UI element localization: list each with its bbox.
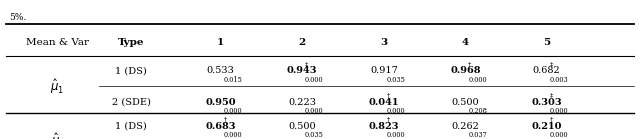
Text: 0.000: 0.000 [224,107,243,115]
Text: 0.037: 0.037 [468,131,487,139]
Text: 0.683: 0.683 [205,122,236,131]
Text: 1 (DS): 1 (DS) [115,122,147,131]
Text: 1 (DS): 1 (DS) [115,66,147,75]
Text: 0.003: 0.003 [550,76,568,84]
Text: 5: 5 [543,38,550,47]
Text: $\hat{\mu}_1$: $\hat{\mu}_1$ [51,77,65,96]
Text: 2 (SDE): 2 (SDE) [112,98,150,107]
Text: 0.533: 0.533 [207,66,235,75]
Text: 0.015: 0.015 [224,76,243,84]
Text: 0.500: 0.500 [451,98,479,107]
Text: ‡: ‡ [550,60,553,68]
Text: 0.000: 0.000 [550,131,568,139]
Text: ‡: ‡ [305,60,308,68]
Text: 0.262: 0.262 [451,122,479,131]
Text: Mean & Var: Mean & Var [26,38,89,47]
Text: 0.000: 0.000 [468,76,487,84]
Text: 0.500: 0.500 [288,122,316,131]
Text: 1: 1 [217,38,225,47]
Text: 5%.: 5%. [10,13,27,22]
Text: †: † [468,60,472,68]
Text: 0.035: 0.035 [305,131,324,139]
Text: 0.208: 0.208 [468,107,487,115]
Text: ‡: ‡ [550,91,553,99]
Text: †: † [224,116,227,124]
Text: 0.000: 0.000 [305,76,324,84]
Text: †: † [387,91,390,99]
Text: $\hat{\mu}_2$: $\hat{\mu}_2$ [51,131,65,139]
Text: †: † [387,116,390,124]
Text: †: † [550,116,553,124]
Text: 0.823: 0.823 [369,122,399,131]
Text: 0.210: 0.210 [531,122,562,131]
Text: 0.000: 0.000 [387,107,406,115]
Text: 2: 2 [298,38,306,47]
Text: 0.000: 0.000 [224,131,243,139]
Text: 0.917: 0.917 [370,66,398,75]
Text: 0.968: 0.968 [450,66,481,75]
Text: 0.035: 0.035 [387,76,406,84]
Text: 0.000: 0.000 [550,107,568,115]
Text: 4: 4 [461,38,469,47]
Text: 3: 3 [380,38,388,47]
Text: 0.682: 0.682 [532,66,561,75]
Text: Type: Type [118,38,145,47]
Text: 0.943: 0.943 [287,66,317,75]
Text: 0.000: 0.000 [387,131,406,139]
Text: 0.303: 0.303 [531,98,562,107]
Text: 0.041: 0.041 [369,98,399,107]
Text: 0.000: 0.000 [305,107,324,115]
Text: 0.950: 0.950 [205,98,236,107]
Text: 0.223: 0.223 [288,98,316,107]
